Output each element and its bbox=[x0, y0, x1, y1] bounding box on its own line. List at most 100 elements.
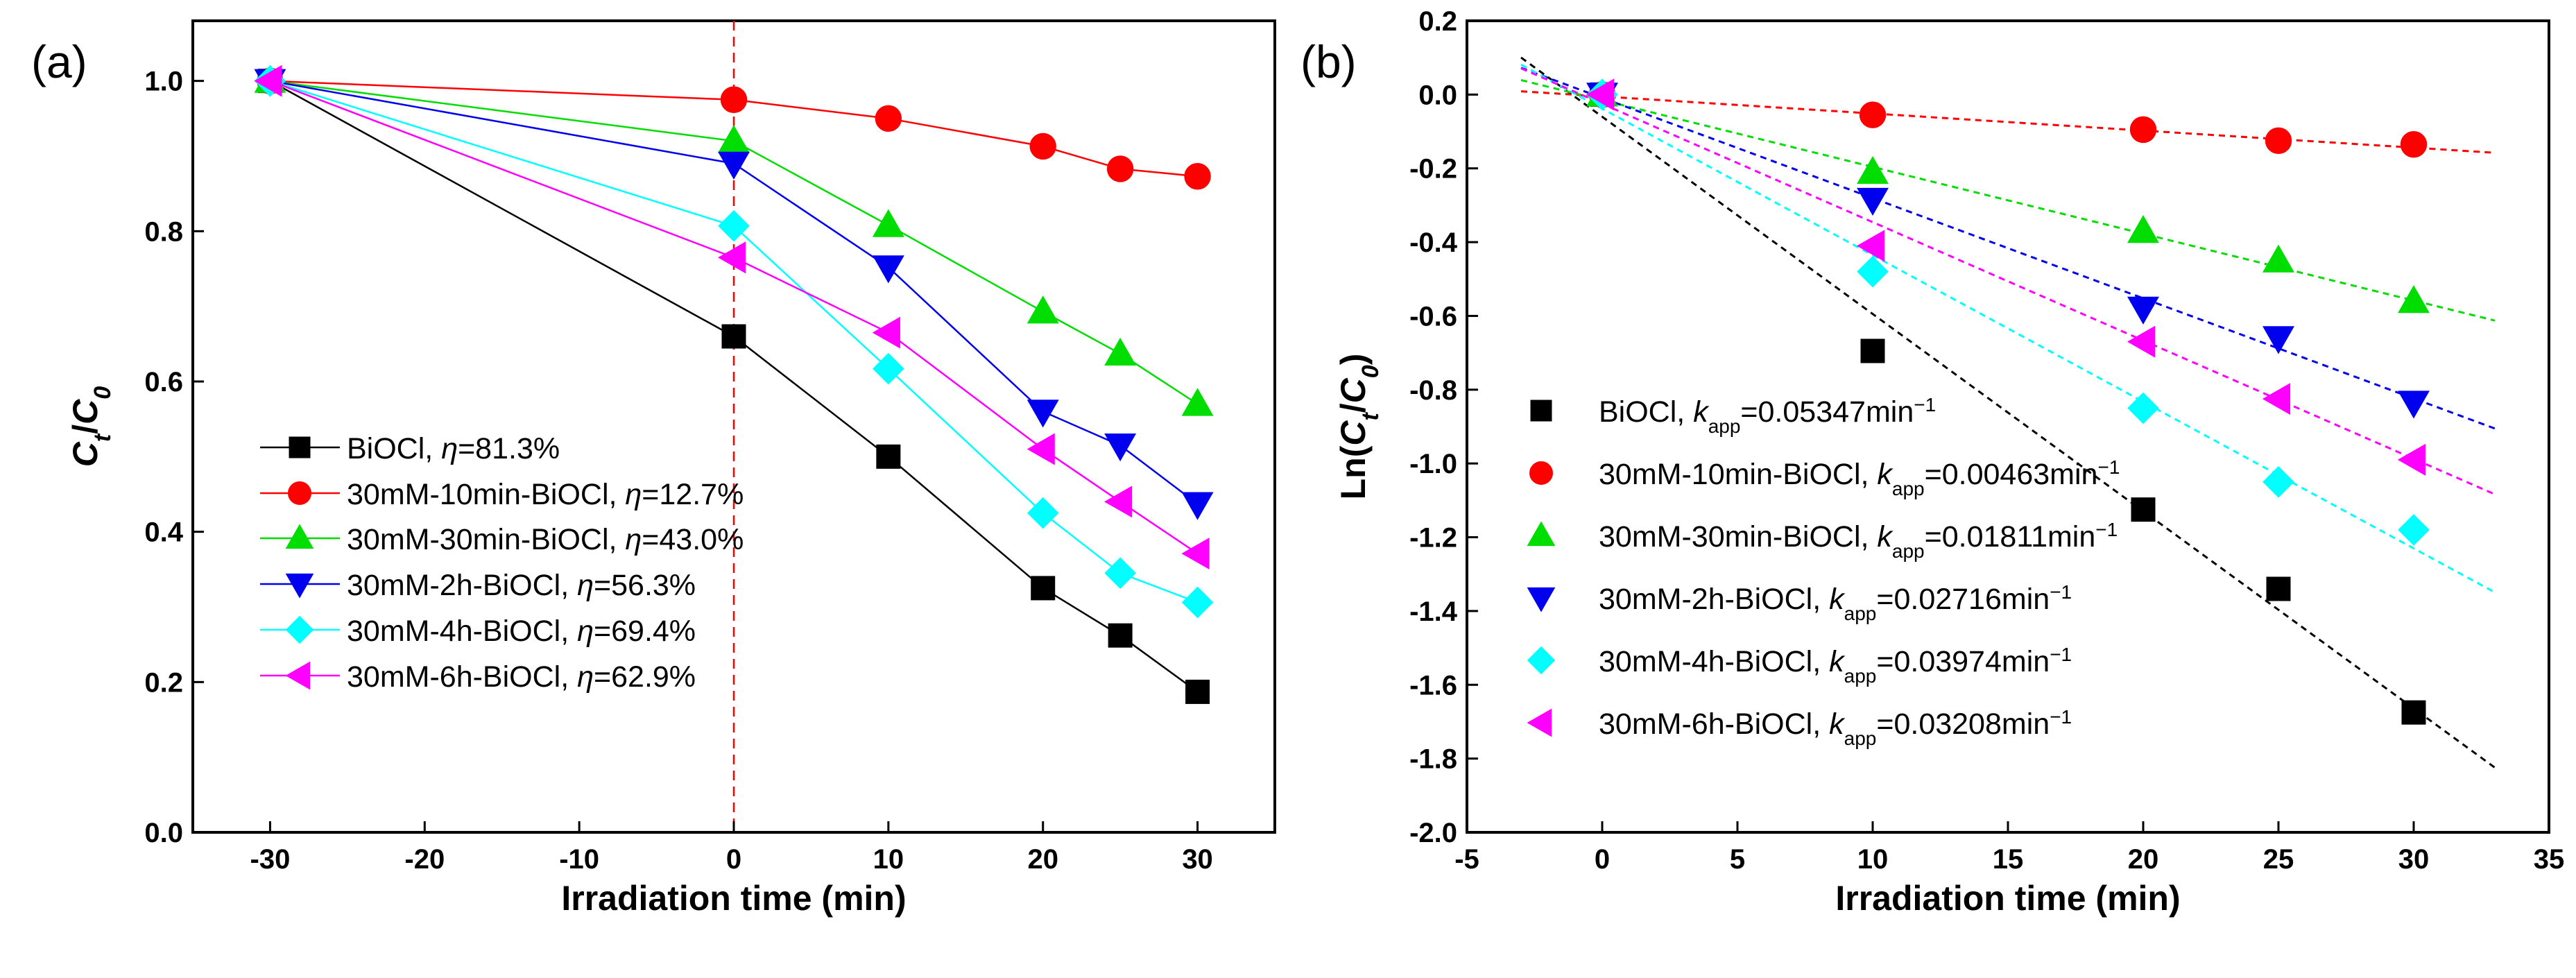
panel-a-legend-label-10min: 30mM-10min-BiOCl, η=12.7% bbox=[347, 478, 744, 511]
panel-b-chart: (b) -5 0 5 10 15 20 25 30 35 -2.0 -1.8 -1.6 -1.4 -1.… bbox=[1300, 6, 2564, 918]
panel-a-x-axis-title: Irradiation time (min) bbox=[561, 879, 906, 918]
panel-a-series-line-BiOCl bbox=[269, 80, 1199, 693]
panel-a-point-10min bbox=[720, 86, 748, 113]
panel-a-x-tick-label: -30 bbox=[250, 844, 291, 875]
panel-a-x-tick-label: 10 bbox=[873, 844, 904, 875]
panel-b-point-4h bbox=[2262, 465, 2294, 498]
panel-b-x-axis: -5 0 5 10 15 20 25 30 35 bbox=[1454, 821, 2564, 875]
panel-b-legend-marker-BiOCl bbox=[1530, 400, 1552, 422]
panel-a-point-10min bbox=[1184, 163, 1211, 190]
panel-a-point-BiOCl bbox=[721, 324, 746, 349]
panel-a-legend-marker-2h bbox=[285, 573, 314, 599]
panel-a-y-axis-title: Ct/C0 bbox=[66, 386, 116, 467]
panel-b-legend-label-biocl: BiOCl, kapp=0.05347min−1 bbox=[1599, 394, 1936, 437]
panel-a-point-2h bbox=[872, 255, 904, 284]
panel-a-y-tick-label: 0.4 bbox=[144, 517, 183, 548]
panel-b-y-tick-label: -1.6 bbox=[1409, 670, 1457, 701]
panel-b-point-BiOCl bbox=[2401, 700, 2426, 725]
panel-b-point-BiOCl bbox=[2131, 497, 2156, 522]
panel-b-point-2h bbox=[1857, 187, 1889, 216]
panel-a-chart: (a) -30 -20 -10 0 10 20 30 0.00.20.40.60.81.0 … bbox=[31, 19, 1276, 918]
panel-b-point-30min bbox=[2262, 244, 2294, 273]
panel-b-x-tick-label: 25 bbox=[2263, 844, 2294, 875]
panel-a-point-BiOCl bbox=[1108, 623, 1133, 648]
panel-b-point-BiOCl bbox=[1860, 338, 1885, 363]
panel-b-legend-label-30min: 30mM-30min-BiOCl, kapp=0.01811min−1 bbox=[1599, 519, 2118, 562]
panel-a-point-30min bbox=[872, 209, 904, 237]
panel-b-x-tick-label: 15 bbox=[1993, 844, 2024, 875]
panel-a-series bbox=[254, 65, 1214, 704]
panel-a-point-4h bbox=[1104, 557, 1136, 590]
panel-b-legend-marker-10min bbox=[1529, 461, 1553, 485]
panel-a-legend-marker-4h bbox=[285, 615, 314, 644]
panel-b-point-30min bbox=[2398, 285, 2430, 314]
panel-b-point-2h bbox=[2127, 296, 2159, 325]
panel-a-point-6h bbox=[1104, 486, 1133, 518]
panel-b-y-tick-label: -0.6 bbox=[1409, 301, 1457, 332]
panel-a-point-4h bbox=[1181, 586, 1214, 619]
panel-b-y-tick-label: -0.2 bbox=[1409, 154, 1457, 185]
panel-b-legend: BiOCl, kapp=0.05347min−1 30mM-10min-BiOC… bbox=[1527, 394, 2120, 749]
panel-a-legend-label-4h: 30mM-4h-BiOCl, η=69.4% bbox=[347, 615, 696, 648]
panel-b-x-tick-label: 20 bbox=[2128, 844, 2159, 875]
panel-b-point-6h bbox=[1856, 230, 1885, 262]
panel-b-y-tick-label: -2.0 bbox=[1409, 818, 1457, 848]
panel-b-legend-label-2h: 30mM-2h-BiOCl, kapp=0.02716min−1 bbox=[1599, 581, 2072, 624]
panel-b-x-tick-label: 10 bbox=[1857, 844, 1889, 875]
panel-b-fit-line-4h bbox=[1520, 63, 2496, 594]
panel-a-point-BiOCl bbox=[876, 444, 901, 469]
panel-a-point-2h bbox=[1104, 434, 1137, 462]
panel-b-point-30min bbox=[2127, 215, 2159, 243]
panel-a-legend-label-2h: 30mM-2h-BiOCl, η=56.3% bbox=[347, 569, 696, 602]
panel-a-point-2h bbox=[1181, 492, 1214, 520]
panel-b-y-tick-label: -0.8 bbox=[1409, 375, 1457, 406]
panel-a-point-2h bbox=[1027, 400, 1059, 428]
panel-b-fit-line-BiOCl bbox=[1520, 56, 2496, 769]
panel-b-fit-line-6h bbox=[1520, 67, 2496, 496]
panel-a-point-6h bbox=[1027, 433, 1055, 465]
panel-a-point-2h bbox=[718, 151, 750, 180]
panel-b-legend-label-4h: 30mM-4h-BiOCl, kapp=0.03974min−1 bbox=[1599, 644, 2072, 687]
panel-a-point-10min bbox=[1029, 132, 1056, 160]
panel-a-point-6h bbox=[1181, 538, 1210, 570]
panel-b-series bbox=[1586, 78, 2430, 725]
panel-a-series-line-2h bbox=[270, 80, 1199, 505]
panel-a-x-tick-label: 20 bbox=[1027, 844, 1058, 875]
panel-b-point-10min bbox=[2400, 130, 2428, 158]
panel-b-x-tick-label: 30 bbox=[2398, 844, 2430, 875]
panel-b-point-6h bbox=[1586, 78, 1615, 111]
panel-a-legend-label-biocl: BiOCl, η=81.3% bbox=[347, 432, 560, 465]
panel-a-legend-label-30min: 30mM-30min-BiOCl, η=43.0% bbox=[347, 523, 744, 556]
panel-a-x-tick-label: -20 bbox=[404, 844, 445, 875]
panel-a-y-axis: 0.0 0.2 0.4 0.6 0.8 1.0 bbox=[144, 67, 204, 848]
panel-a-point-10min bbox=[1106, 155, 1134, 182]
panel-b-x-axis-title: Irradiation time (min) bbox=[1835, 879, 2180, 918]
panel-a-label: (a) bbox=[31, 36, 87, 87]
panel-a-x-tick-label: -10 bbox=[559, 844, 599, 875]
panel-b-legend-marker-6h bbox=[1527, 708, 1552, 737]
panel-b-y-axis-title: Ln(Ct/C0) bbox=[1334, 354, 1384, 500]
panel-a-legend-marker-BiOCl bbox=[289, 436, 311, 458]
panel-b-legend-label-10min: 30mM-10min-BiOCl, kapp=0.00463min−1 bbox=[1599, 456, 2120, 499]
panel-a-point-30min bbox=[1104, 337, 1137, 366]
panel-b-point-10min bbox=[2265, 127, 2292, 155]
panel-b-label: (b) bbox=[1300, 36, 1357, 87]
panel-a-series-line-6h bbox=[269, 80, 1199, 555]
panel-a-y-tick-label: 0.6 bbox=[144, 367, 183, 397]
panel-a-point-4h bbox=[873, 352, 904, 385]
panel-a-point-6h bbox=[717, 241, 746, 274]
panel-b-legend-marker-2h bbox=[1527, 587, 1556, 612]
panel-a-legend-marker-10min bbox=[288, 481, 311, 505]
panel-a-x-tick-label: 30 bbox=[1182, 844, 1213, 875]
panel-b-point-4h bbox=[1857, 255, 1889, 288]
panel-a-point-BiOCl bbox=[1185, 679, 1210, 704]
panel-a-point-4h bbox=[718, 209, 750, 242]
panel-b-point-6h bbox=[2262, 383, 2291, 415]
panel-b-y-axis: -2.0 -1.8 -1.6 -1.4 -1.2 -1.0 -0.8 -0.6 -0.4 -0.2… bbox=[1409, 6, 1478, 848]
panel-b-y-tick-label: 0.2 bbox=[1418, 6, 1457, 37]
panel-b-point-10min bbox=[1859, 101, 1887, 128]
panel-b-point-2h bbox=[2262, 326, 2294, 354]
panel-b-x-tick-label: 0 bbox=[1595, 844, 1610, 875]
panel-b-point-10min bbox=[2129, 116, 2157, 144]
panel-b-fit-lines bbox=[1520, 56, 2496, 769]
